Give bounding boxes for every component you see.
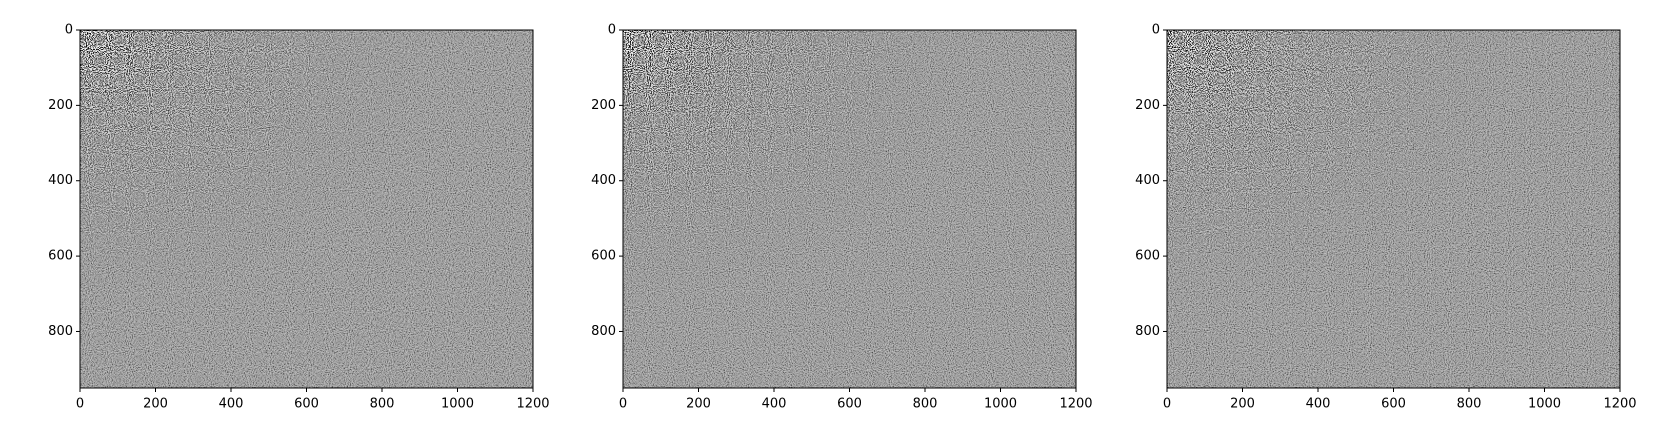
y-tick-label: 400: [48, 173, 73, 188]
x-tick-label: 1200: [516, 397, 549, 412]
x-tick-label: 0: [76, 397, 84, 412]
x-tick-label: 400: [762, 397, 787, 412]
image-panel: 0 200 400 600 800 1000 1200 0 200 400 600 800: [591, 23, 1092, 412]
x-tick-label: 200: [686, 397, 711, 412]
x-tick-label: 600: [837, 397, 862, 412]
image-noise-strong: [623, 30, 1076, 388]
y-tick-label: 200: [48, 98, 73, 113]
x-tick-label: 600: [294, 397, 319, 412]
y-tick-label: 0: [65, 23, 73, 38]
x-tick-label: 1000: [984, 397, 1017, 412]
y-tick-label: 200: [1135, 98, 1160, 113]
x-tick-label: 1200: [1603, 397, 1636, 412]
x-tick-label: 800: [370, 397, 395, 412]
image-noise-strong: [80, 30, 533, 388]
x-tick-label: 800: [913, 397, 938, 412]
x-tick-label: 1000: [1528, 397, 1561, 412]
image-panel: 0 200 400 600 800 1000 1200 0 200 400 600 800: [48, 23, 549, 412]
y-tick-label: 800: [48, 324, 73, 339]
y-tick-label: 600: [1135, 249, 1160, 264]
x-tick-label: 0: [619, 397, 627, 412]
y-tick-label: 0: [608, 23, 616, 38]
image-panel: 0 200 400 600 800 1000 1200 0 200 400 600 800: [1135, 23, 1636, 412]
x-tick-label: 400: [219, 397, 244, 412]
y-tick-label: 600: [48, 249, 73, 264]
x-tick-label: 200: [1230, 397, 1255, 412]
x-tick-label: 400: [1306, 397, 1331, 412]
x-tick-label: 1000: [441, 397, 474, 412]
x-tick-label: 1200: [1059, 397, 1092, 412]
x-tick-label: 600: [1381, 397, 1406, 412]
y-tick-label: 0: [1152, 23, 1160, 38]
y-tick-label: 600: [591, 249, 616, 264]
y-tick-label: 800: [1135, 324, 1160, 339]
x-tick-label: 0: [1163, 397, 1171, 412]
x-tick-label: 200: [143, 397, 168, 412]
y-tick-label: 200: [591, 98, 616, 113]
y-tick-label: 400: [591, 173, 616, 188]
y-tick-label: 800: [591, 324, 616, 339]
x-tick-label: 800: [1457, 397, 1482, 412]
image-noise-strong: [1167, 30, 1620, 388]
y-tick-label: 400: [1135, 173, 1160, 188]
